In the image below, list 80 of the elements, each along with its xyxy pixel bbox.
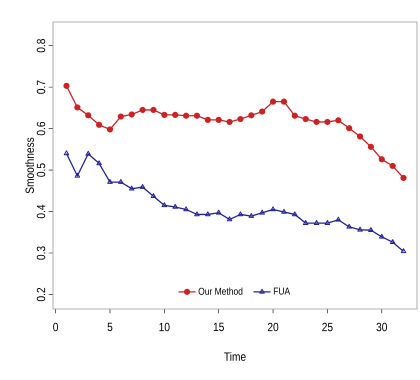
point — [356, 133, 364, 140]
point — [128, 186, 134, 191]
x-tick-label: 0 — [53, 322, 58, 332]
point — [172, 204, 178, 209]
y-tick-label: 0.6 — [36, 122, 46, 136]
x-tick-label: 5 — [108, 322, 112, 332]
point — [259, 210, 265, 215]
point — [281, 208, 287, 214]
point — [182, 112, 190, 119]
point — [106, 126, 114, 133]
point — [118, 113, 124, 120]
point — [368, 144, 374, 150]
point — [85, 112, 92, 118]
point — [292, 211, 298, 216]
point — [379, 234, 385, 239]
x-tick-label: 20 — [268, 322, 278, 332]
point — [96, 160, 102, 166]
point — [378, 156, 385, 162]
point — [74, 172, 80, 178]
point — [237, 116, 244, 122]
y-axis-title: Smoothness — [25, 138, 34, 194]
point — [140, 184, 146, 189]
point — [74, 104, 80, 111]
point — [335, 117, 342, 124]
x-tick-label: 30 — [376, 322, 388, 332]
x-tick-label: 10 — [159, 322, 170, 332]
point — [400, 174, 407, 182]
point — [150, 106, 157, 114]
legend-label: FUA — [274, 288, 290, 295]
y-tick-label: 0.3 — [36, 246, 46, 260]
point — [226, 216, 232, 222]
point — [248, 213, 254, 218]
point — [302, 116, 309, 122]
point — [280, 98, 288, 105]
point — [390, 162, 396, 170]
point — [216, 116, 222, 123]
point — [346, 224, 352, 229]
point — [346, 125, 352, 132]
point — [96, 122, 102, 128]
point — [85, 150, 91, 156]
point — [194, 211, 200, 216]
x-tick-label: 25 — [322, 322, 333, 332]
point — [162, 202, 168, 208]
point — [172, 112, 178, 118]
point — [292, 112, 298, 119]
point — [313, 118, 320, 126]
y-tick-label: 0.4 — [36, 204, 46, 218]
point — [205, 211, 211, 216]
point — [204, 116, 211, 123]
point — [248, 112, 254, 118]
point — [161, 112, 168, 118]
point — [270, 98, 276, 105]
y-tick-label: 0.7 — [36, 80, 46, 94]
point — [216, 210, 222, 215]
point — [324, 118, 331, 126]
point — [139, 106, 146, 114]
y-tick-label: 0.8 — [36, 39, 46, 52]
point — [226, 118, 233, 126]
point — [150, 193, 156, 198]
point — [314, 220, 320, 225]
point — [107, 178, 113, 184]
point — [183, 206, 189, 212]
point — [128, 111, 135, 118]
point — [259, 108, 266, 115]
point — [357, 226, 363, 232]
point — [336, 216, 342, 222]
point — [390, 239, 396, 244]
point — [63, 82, 70, 89]
x-axis-title: Time — [224, 352, 246, 361]
legend-label: Our Method — [198, 287, 242, 295]
y-tick-label: 0.5 — [36, 163, 46, 177]
point — [302, 220, 308, 225]
x-tick-label: 15 — [214, 322, 224, 332]
point — [368, 227, 374, 232]
point — [238, 211, 244, 216]
y-tick-label: 0.2 — [36, 288, 46, 302]
point — [270, 206, 276, 212]
point — [194, 112, 200, 119]
point — [324, 220, 330, 225]
point — [118, 178, 124, 184]
